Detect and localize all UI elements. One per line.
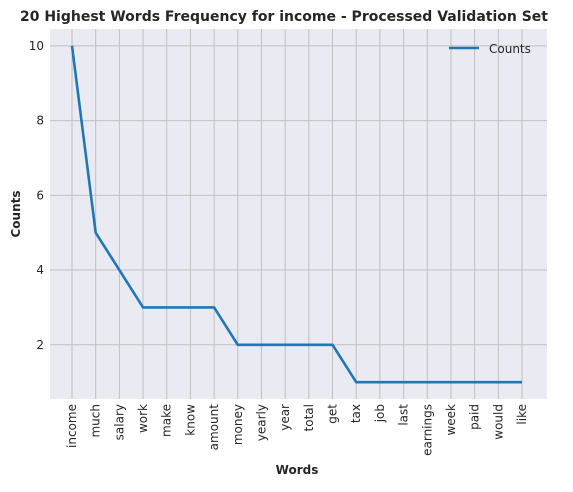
x-tick-much: much [89,404,103,438]
x-tick-like: like [515,404,529,425]
x-tick-amount: amount [207,404,221,451]
x-tick-earnings: earnings [420,404,434,456]
x-tick-salary: salary [112,404,126,440]
y-tick-10: 10 [29,39,44,53]
x-tick-tax: tax [349,404,363,423]
x-axis-label: Words [276,463,319,477]
plot-area [50,29,547,399]
x-tick-last: last [397,404,411,426]
x-tick-total: total [302,404,316,431]
x-tick-paid: paid [468,404,482,430]
y-axis-label: Counts [9,190,23,237]
chart-title: 20 Highest Words Frequency for income - … [20,9,548,25]
y-tick-labels: 2 4 6 8 10 [29,39,44,352]
y-tick-8: 8 [36,114,44,128]
x-tick-would: would [491,404,505,440]
y-tick-6: 6 [36,188,44,202]
x-tick-year: year [278,404,292,431]
x-tick-make: make [160,404,174,437]
y-tick-4: 4 [36,263,44,277]
legend-label-counts: Counts [489,42,531,56]
x-tick-income: income [65,404,79,448]
x-tick-week: week [444,404,458,436]
x-tick-know: know [183,404,197,436]
x-tick-yearly: yearly [254,404,268,441]
x-tick-job: job [373,404,387,423]
x-tick-get: get [326,404,340,424]
x-tick-work: work [136,404,150,433]
x-tick-money: money [231,404,245,445]
y-tick-2: 2 [36,338,44,352]
